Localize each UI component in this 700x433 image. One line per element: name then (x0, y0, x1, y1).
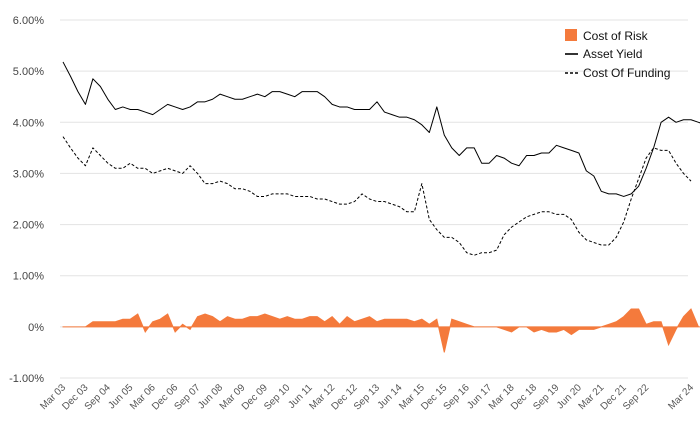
y-tick-label: 0% (28, 322, 44, 334)
cost-of-risk-area (62, 308, 700, 353)
line-series (62, 61, 700, 256)
series-asset-yield (62, 61, 700, 197)
y-axis-ticks: -1.00% 0% 1.00% 2.00% 3.00% 4.00% 5.00% 6.00% (9, 15, 44, 385)
x-tick-label: Sep 07 (172, 382, 202, 412)
x-tick-label: Sep 10 (262, 382, 292, 412)
legend-swatch-cost-of-risk (565, 29, 577, 41)
legend-label-cost-of-risk: Cost of Risk (583, 29, 649, 43)
y-tick-label: 3.00% (13, 168, 44, 180)
x-tick-label: Sep 19 (531, 382, 561, 412)
y-tick-label: 6.00% (13, 15, 44, 27)
legend: Cost of Risk Asset Yield Cost Of Funding (565, 29, 670, 80)
legend-label-cost-of-funding: Cost Of Funding (583, 66, 670, 80)
x-tick-label: Mar 24 (666, 382, 696, 412)
y-tick-label: 4.00% (13, 117, 44, 129)
y-tick-label: 2.00% (13, 220, 44, 232)
series-cost-of-risk (62, 308, 700, 353)
x-tick-label: Sep 16 (442, 382, 472, 412)
y-tick-label: 1.00% (13, 271, 44, 283)
y-tick-label: -1.00% (9, 373, 44, 385)
legend-label-asset-yield: Asset Yield (583, 47, 642, 61)
x-tick-label: Sep 04 (83, 382, 113, 412)
series-cost-of-funding (62, 136, 692, 256)
x-tick-label: Sep 13 (352, 382, 382, 412)
y-tick-label: 5.00% (13, 66, 44, 78)
x-tick-label: Sep 22 (621, 382, 651, 412)
